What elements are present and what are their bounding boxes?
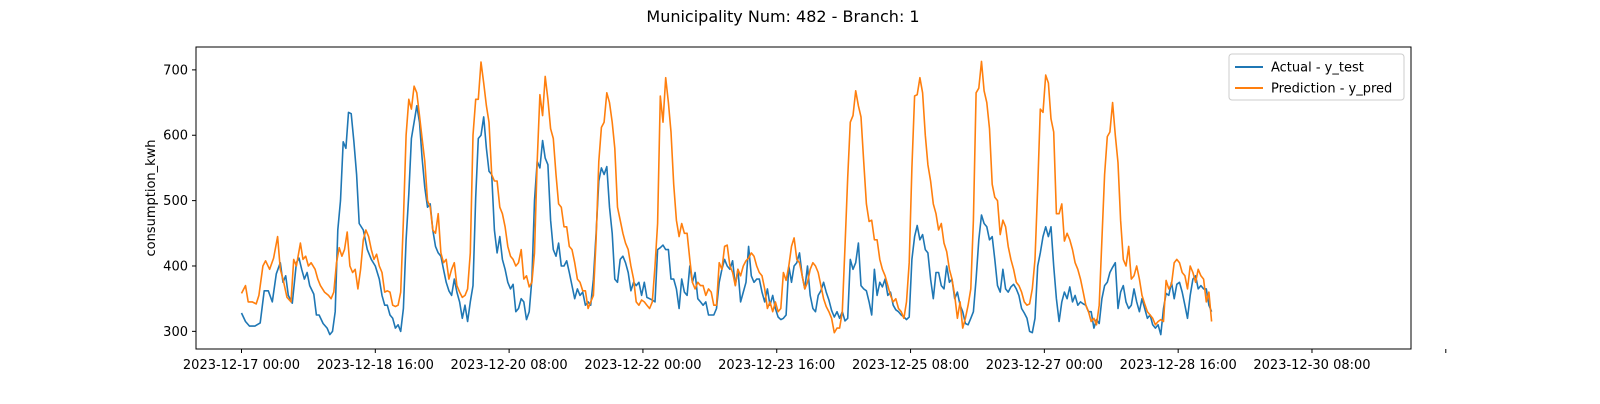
x-tick-label: 2023-12-22 00:00	[584, 358, 701, 373]
legend-box	[1228, 53, 1405, 101]
plot-frame	[195, 46, 1412, 350]
x-tick-label: 2023-12-27 00:00	[986, 358, 1103, 373]
x-tick-label: 2023-12-28 16:00	[1120, 358, 1237, 373]
x-tick-label: 2023-12-18 16:00	[317, 358, 434, 373]
y-axis-label: consumption_kwh	[144, 139, 159, 256]
x-tick-label: 2023-12-23 16:00	[718, 358, 835, 373]
x-tick-label: 2023-12-20 08:00	[451, 358, 568, 373]
x-tick-label: 2023-12-25 08:00	[852, 358, 969, 373]
x-tick-label: 2023-12-17 00:00	[183, 358, 300, 373]
axes: 300 400 500 600 700 2023-12-17 00:00 2023-12-1…	[163, 46, 1447, 373]
series-line-prediction	[240, 60, 1213, 334]
series-line-actual	[240, 105, 1213, 336]
y-tick-label: 500	[163, 194, 188, 209]
plot-area	[240, 60, 1213, 336]
y-tick-label: 300	[163, 325, 188, 340]
legend-label: Prediction - y_pred	[1271, 82, 1392, 97]
legend: Actual - y_test Prediction - y_pred	[1228, 53, 1405, 101]
y-tick-label: 700	[163, 63, 188, 78]
legend-label: Actual - y_test	[1271, 61, 1364, 76]
y-tick-label: 400	[163, 259, 188, 274]
chart-title: Municipality Num: 482 - Branch: 1	[646, 7, 919, 26]
y-tick-label: 600	[163, 129, 188, 144]
x-tick-label: 2023-12-30 08:00	[1253, 358, 1370, 373]
